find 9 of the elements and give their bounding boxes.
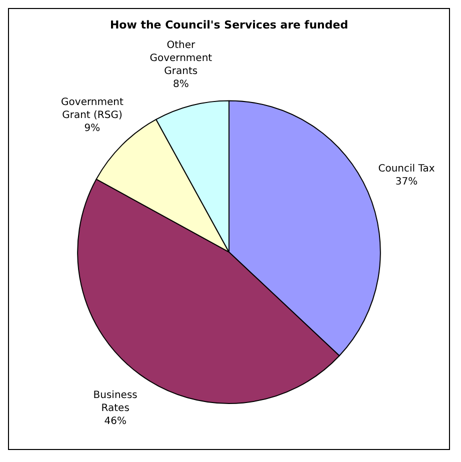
slice-label: Business Rates [93,390,138,414]
data-label: 37% [395,176,418,188]
slice-label: Government Grant (RSG) [61,96,124,121]
data-label: 8% [172,78,189,90]
data-label: 46% [104,416,126,428]
chart-title: How the Council's Services are funded [110,18,348,32]
slice-label: Council Tax [378,163,435,174]
slice-label: Other Government Grants [150,40,212,77]
data-label: 9% [84,122,100,134]
